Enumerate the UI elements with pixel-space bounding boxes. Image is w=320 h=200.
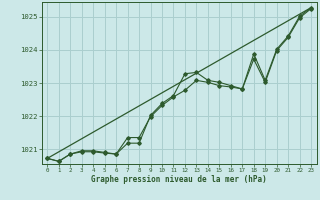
X-axis label: Graphe pression niveau de la mer (hPa): Graphe pression niveau de la mer (hPa)	[91, 175, 267, 184]
